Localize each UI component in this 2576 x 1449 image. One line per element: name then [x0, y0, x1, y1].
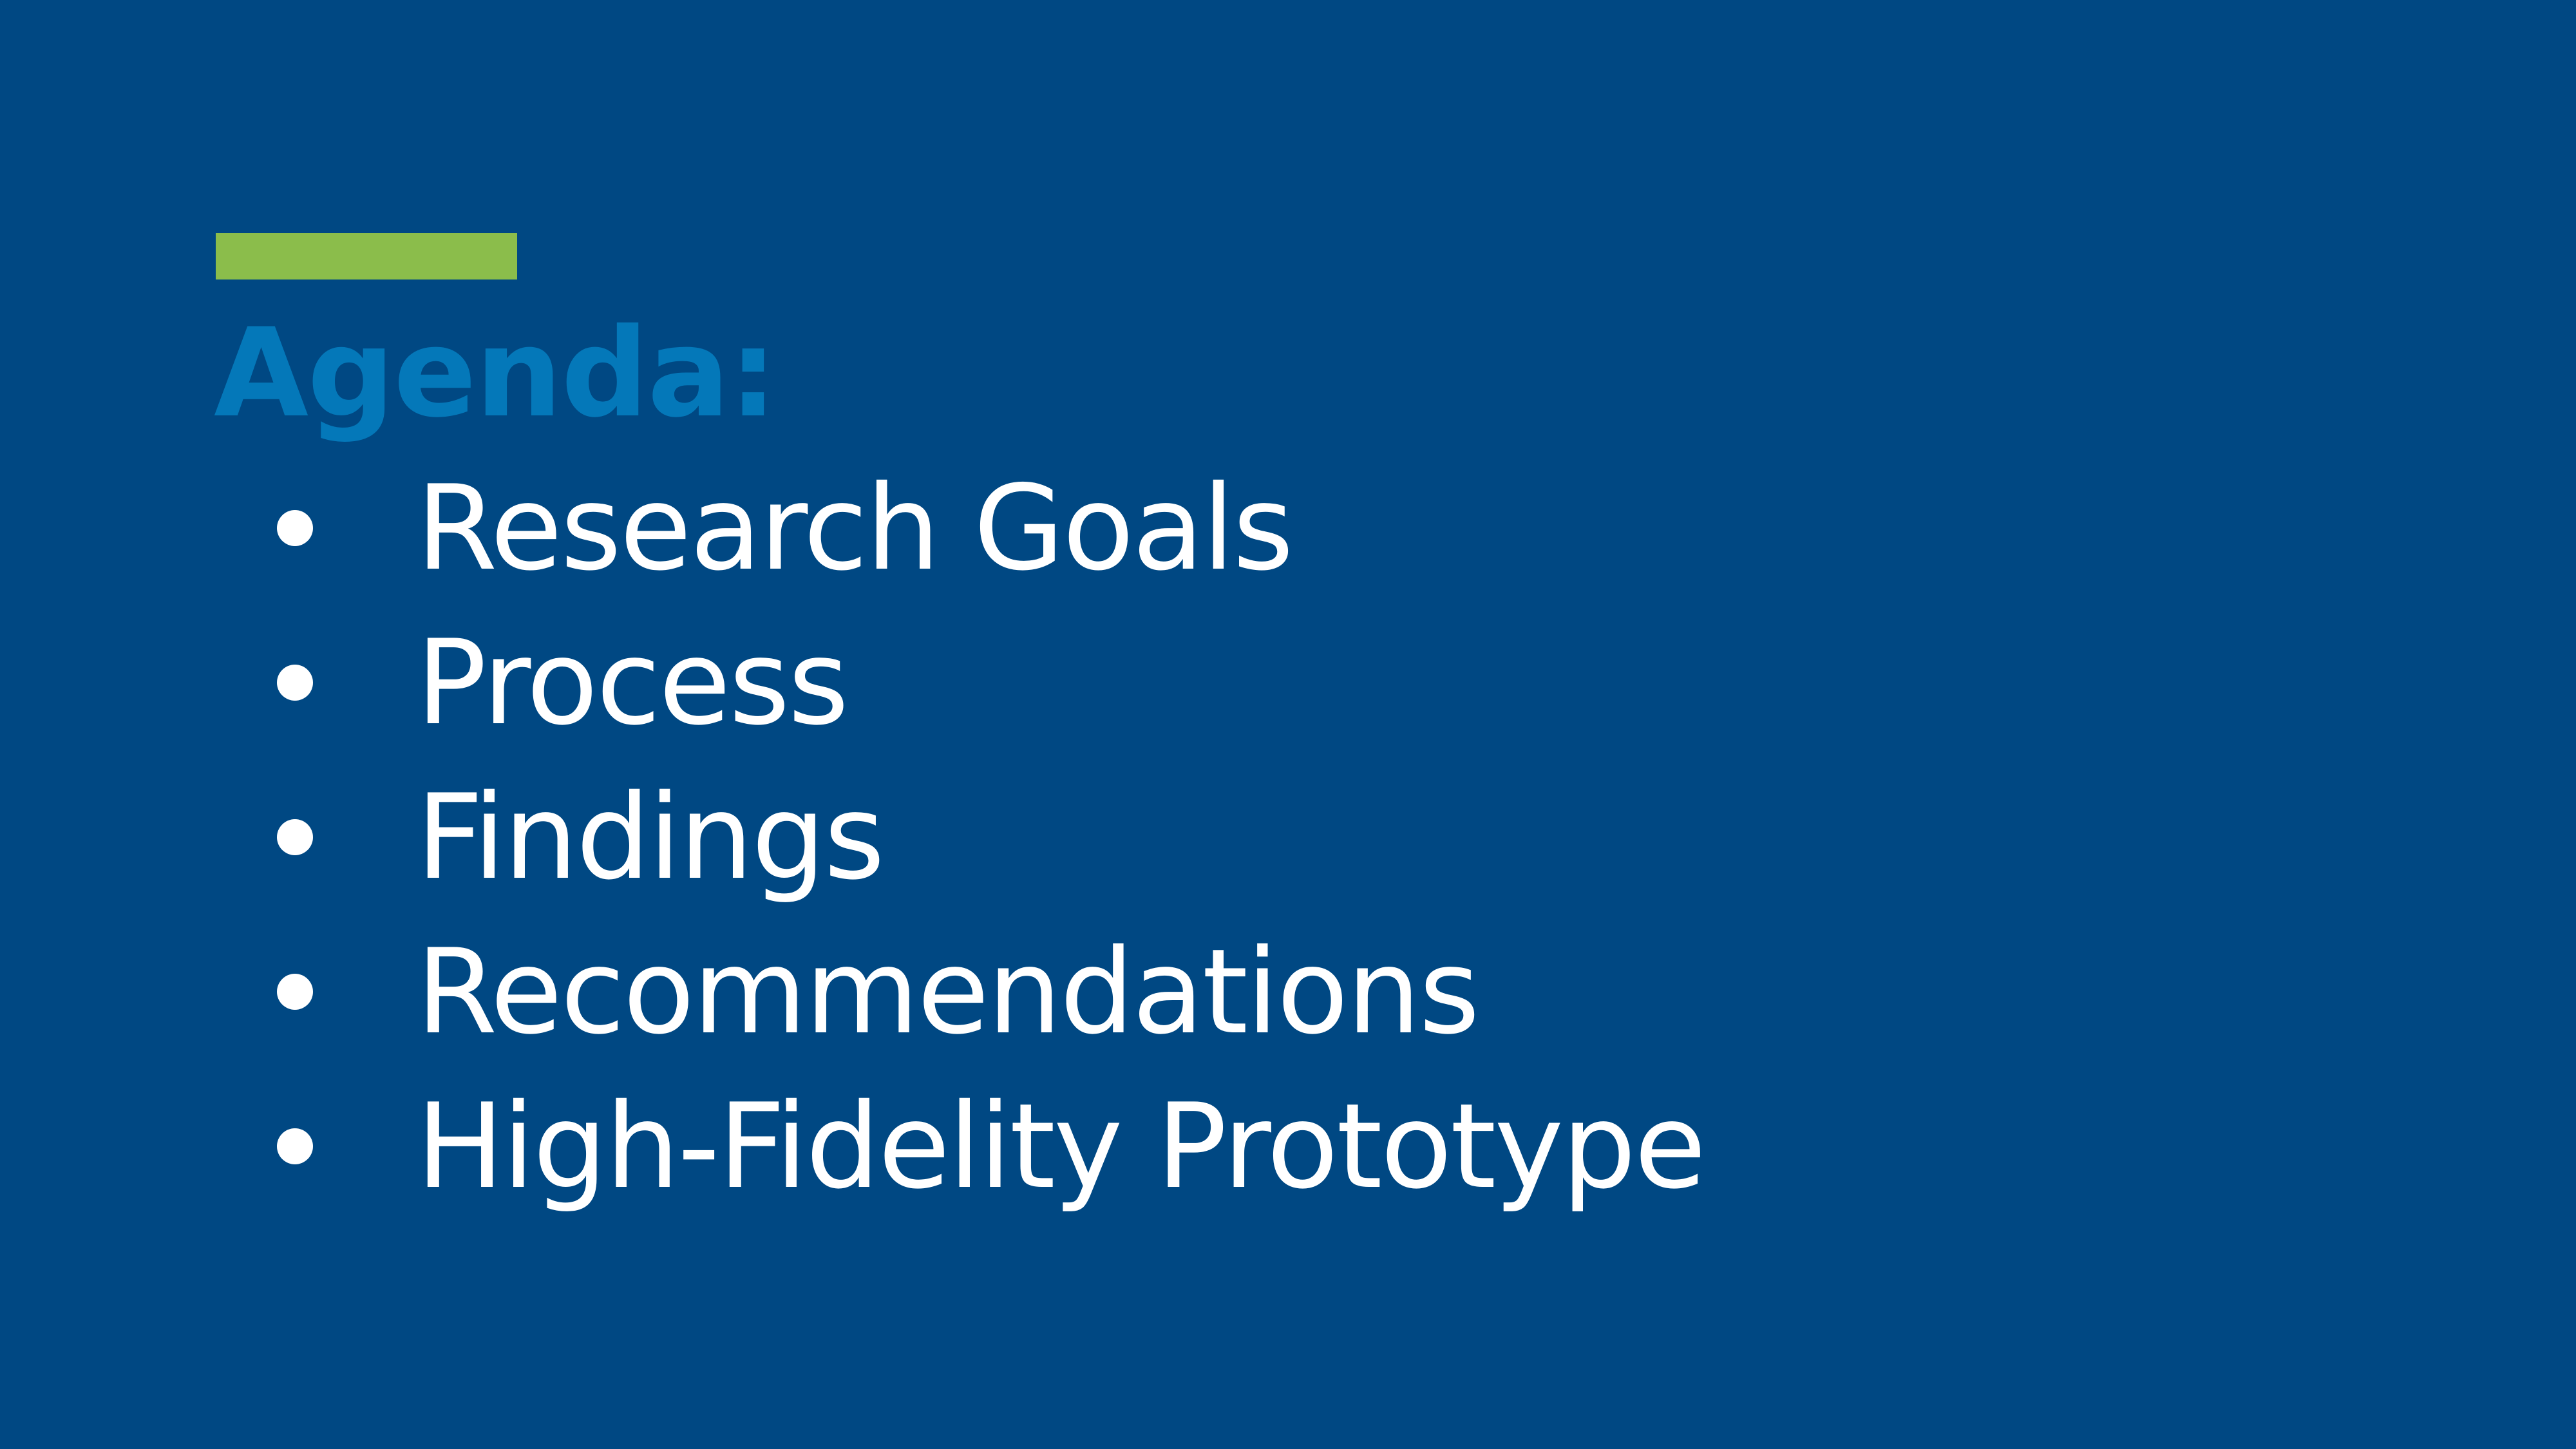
- bullet-icon: [277, 1128, 313, 1164]
- agenda-item-label: Findings: [416, 769, 885, 905]
- bullet-icon: [277, 974, 313, 1010]
- agenda-item-label: High-Fidelity Prototype: [416, 1078, 1707, 1215]
- bullet-icon: [277, 510, 313, 546]
- list-item: Process: [277, 605, 1705, 760]
- list-item: Research Goals: [277, 451, 1705, 605]
- slide-title: Agenda:: [214, 302, 777, 444]
- bullet-icon: [277, 819, 313, 855]
- accent-bar: [216, 233, 517, 279]
- agenda-item-label: Process: [416, 614, 849, 751]
- list-item: High-Fidelity Prototype: [277, 1069, 1707, 1224]
- list-item: Findings: [277, 760, 1705, 914]
- bullet-icon: [277, 665, 313, 701]
- agenda-list: Research Goals Process Findings Recommen…: [277, 451, 1707, 1224]
- list-item: Recommendations: [277, 914, 1705, 1069]
- agenda-item-label: Recommendations: [416, 923, 1480, 1060]
- agenda-item-label: Research Goals: [416, 460, 1294, 596]
